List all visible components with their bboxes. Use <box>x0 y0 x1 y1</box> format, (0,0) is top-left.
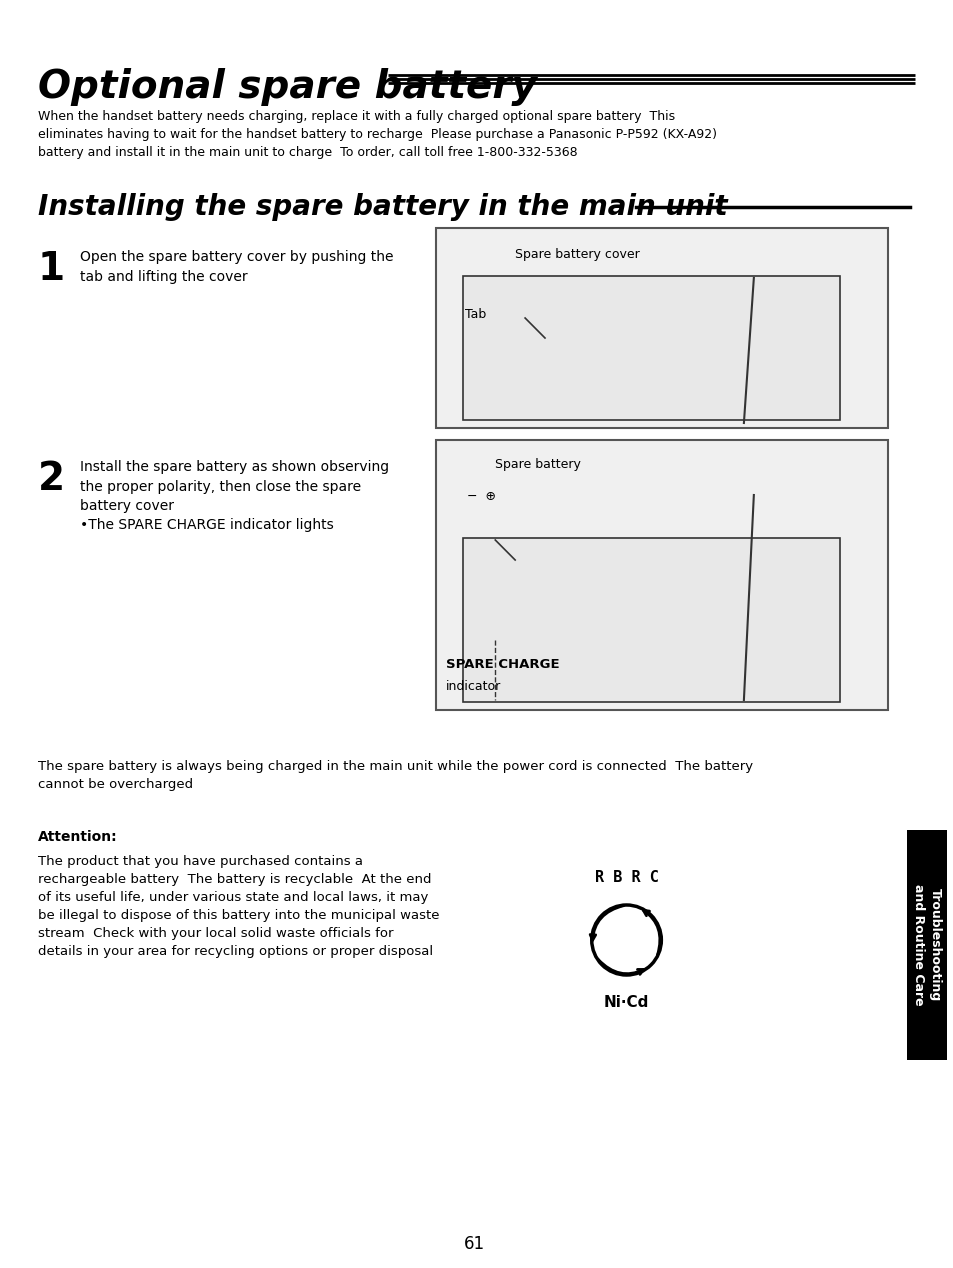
Text: The spare battery is always being charged in the main unit while the power cord : The spare battery is always being charge… <box>38 760 752 791</box>
Text: Ni·Cd: Ni·Cd <box>603 995 649 1011</box>
Text: The product that you have purchased contains a
rechargeable battery  The battery: The product that you have purchased cont… <box>38 855 438 959</box>
Text: Attention:: Attention: <box>38 831 117 844</box>
FancyBboxPatch shape <box>436 228 887 429</box>
Text: Install the spare battery as shown observing
the proper polarity, then close the: Install the spare battery as shown obser… <box>79 460 388 533</box>
Text: −  ⊕: − ⊕ <box>467 489 496 503</box>
FancyBboxPatch shape <box>906 831 945 1060</box>
FancyBboxPatch shape <box>463 538 840 702</box>
Text: Spare battery: Spare battery <box>495 458 580 470</box>
Text: 61: 61 <box>463 1235 484 1253</box>
Text: Optional spare battery: Optional spare battery <box>38 68 537 107</box>
FancyBboxPatch shape <box>436 440 887 710</box>
Text: Installing the spare battery in the main unit: Installing the spare battery in the main… <box>38 193 726 221</box>
Text: indicator: indicator <box>445 680 500 694</box>
Text: SPARE CHARGE: SPARE CHARGE <box>445 658 558 671</box>
Text: Open the spare battery cover by pushing the
tab and lifting the cover: Open the spare battery cover by pushing … <box>79 250 393 284</box>
FancyBboxPatch shape <box>463 276 840 420</box>
Text: R B R C: R B R C <box>594 870 658 885</box>
Text: When the handset battery needs charging, replace it with a fully charged optiona: When the handset battery needs charging,… <box>38 110 716 158</box>
Text: Tab: Tab <box>465 308 486 321</box>
Text: Troubleshooting
and Routine Care: Troubleshooting and Routine Care <box>911 884 941 1006</box>
Text: 2: 2 <box>38 460 65 498</box>
Text: Spare battery cover: Spare battery cover <box>515 249 639 261</box>
Text: 1: 1 <box>38 250 65 288</box>
